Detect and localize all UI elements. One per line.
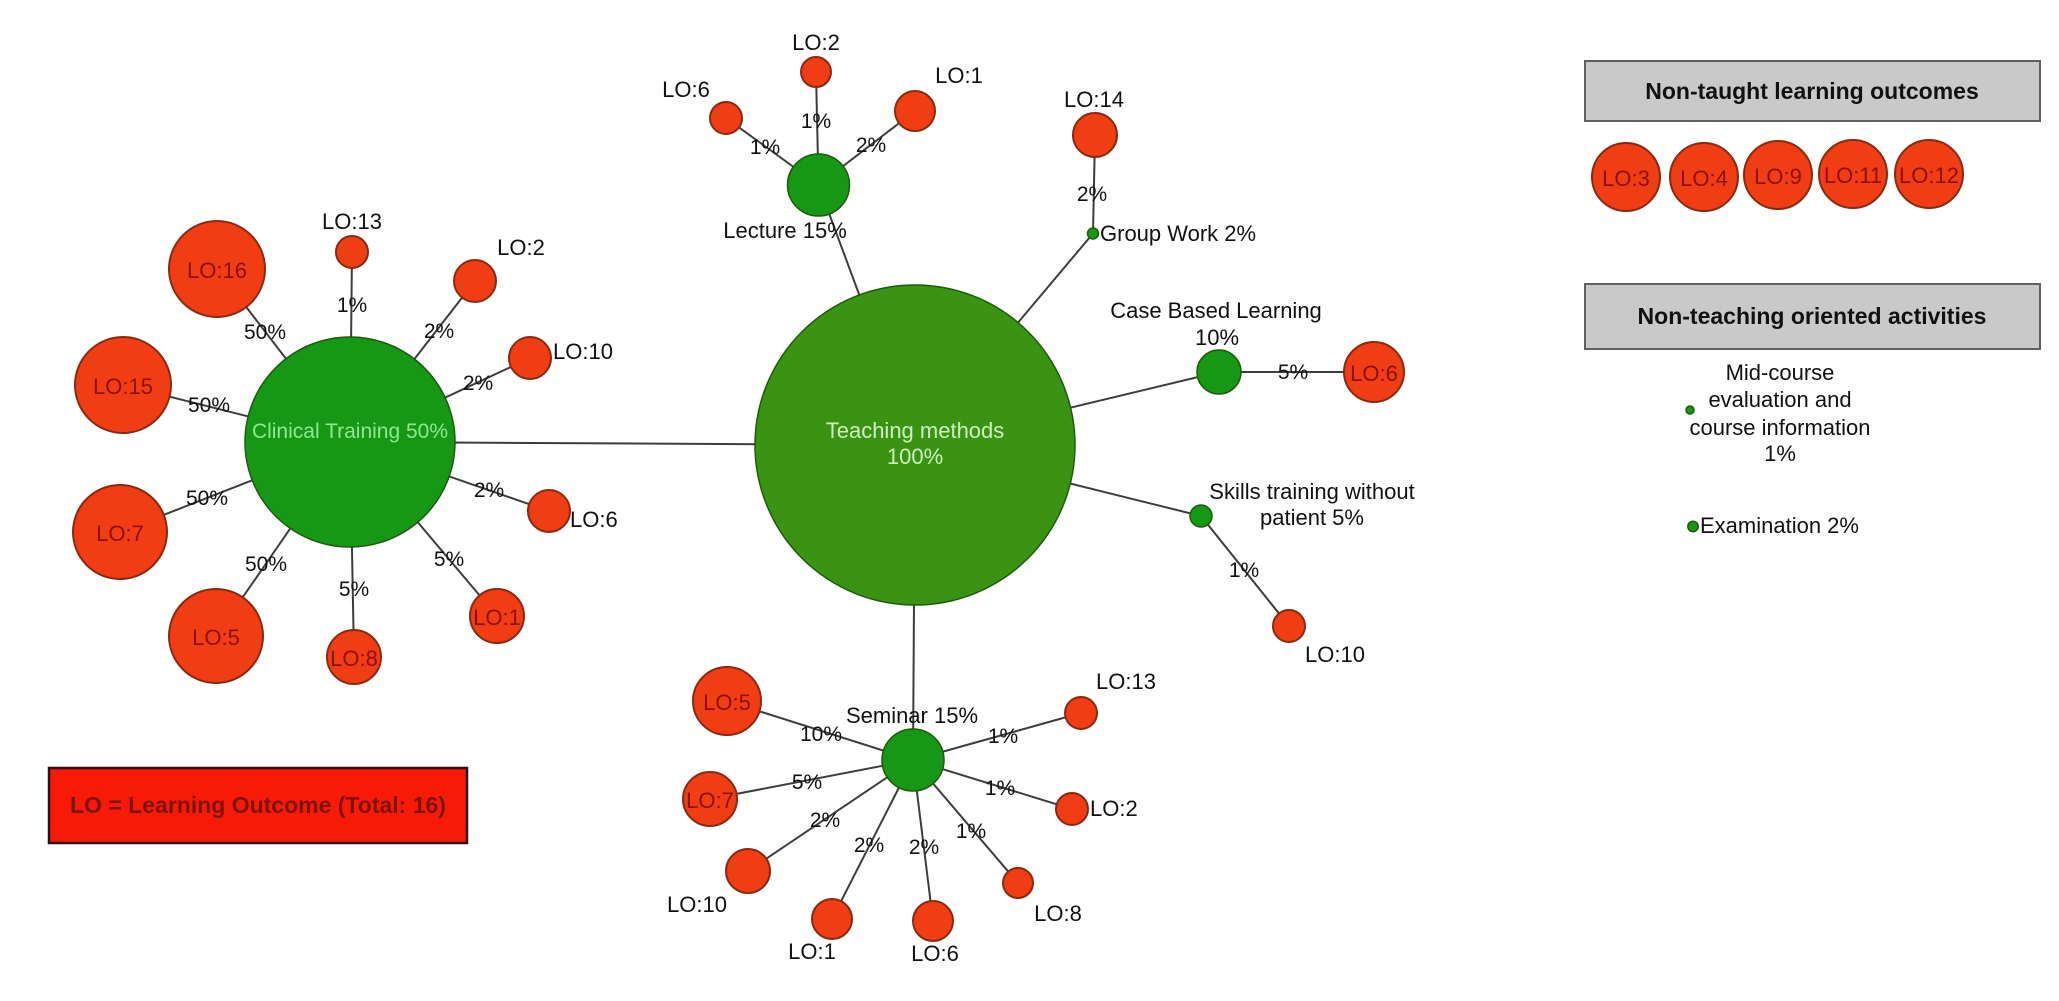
svg-text:Case Based Learning: Case Based Learning <box>1110 298 1322 323</box>
svg-text:evaluation and: evaluation and <box>1708 387 1851 412</box>
svg-text:50%: 50% <box>186 487 228 510</box>
svg-text:5%: 5% <box>339 578 369 601</box>
svg-text:LO:9: LO:9 <box>1754 164 1802 189</box>
svg-text:5%: 5% <box>434 548 464 571</box>
svg-text:2%: 2% <box>854 834 884 857</box>
svg-text:1%: 1% <box>801 110 831 133</box>
svg-text:Examination 2%: Examination 2% <box>1700 513 1859 538</box>
svg-text:LO:1: LO:1 <box>935 63 983 88</box>
svg-text:LO:12: LO:12 <box>1899 163 1959 188</box>
svg-text:LO:6: LO:6 <box>662 77 710 102</box>
svg-text:LO:2: LO:2 <box>792 30 840 55</box>
svg-text:LO:11: LO:11 <box>1824 163 1882 188</box>
svg-text:LO:13: LO:13 <box>1096 669 1156 694</box>
svg-text:LO:3: LO:3 <box>1602 166 1650 191</box>
svg-text:Mid-course: Mid-course <box>1726 360 1835 385</box>
svg-text:Skills training without: Skills training without <box>1209 479 1414 504</box>
svg-text:10%: 10% <box>1195 325 1239 350</box>
svg-text:Teaching methods: Teaching methods <box>826 418 1005 443</box>
svg-text:2%: 2% <box>1077 183 1107 206</box>
svg-text:1%: 1% <box>1764 441 1796 466</box>
svg-text:LO:1: LO:1 <box>473 605 521 630</box>
svg-text:2%: 2% <box>424 320 454 343</box>
svg-text:LO:14: LO:14 <box>1064 87 1124 112</box>
svg-text:50%: 50% <box>244 321 286 344</box>
svg-text:5%: 5% <box>1278 361 1308 384</box>
svg-text:1%: 1% <box>956 820 986 843</box>
svg-text:10%: 10% <box>800 723 842 746</box>
svg-text:50%: 50% <box>188 394 230 417</box>
svg-text:LO:10: LO:10 <box>667 892 727 917</box>
svg-text:LO:1: LO:1 <box>788 939 836 964</box>
svg-text:course information: course information <box>1690 415 1871 440</box>
svg-text:LO:13: LO:13 <box>322 209 382 234</box>
svg-text:1%: 1% <box>1229 559 1259 582</box>
svg-text:Non-taught learning outcomes: Non-taught learning outcomes <box>1645 78 1979 104</box>
svg-text:LO:6: LO:6 <box>911 941 959 966</box>
svg-text:1%: 1% <box>988 725 1018 748</box>
svg-text:1%: 1% <box>337 294 367 317</box>
svg-text:LO:4: LO:4 <box>1680 166 1728 191</box>
svg-text:2%: 2% <box>909 836 939 859</box>
svg-text:2%: 2% <box>474 479 504 502</box>
svg-text:2%: 2% <box>856 134 886 157</box>
svg-text:Non-teaching oriented activiti: Non-teaching oriented activities <box>1638 303 1987 329</box>
svg-text:Group Work 2%: Group Work 2% <box>1100 221 1256 246</box>
svg-text:2%: 2% <box>810 809 840 832</box>
svg-text:LO:5: LO:5 <box>192 625 240 650</box>
svg-text:5%: 5% <box>792 771 822 794</box>
svg-text:LO:16: LO:16 <box>187 258 247 283</box>
svg-text:LO:7: LO:7 <box>686 788 734 813</box>
svg-text:LO:6: LO:6 <box>570 507 618 532</box>
svg-text:LO:2: LO:2 <box>1090 796 1138 821</box>
svg-text:LO:8: LO:8 <box>1034 901 1082 926</box>
svg-text:2%: 2% <box>463 372 493 395</box>
svg-text:LO:10: LO:10 <box>553 339 613 364</box>
svg-text:LO:2: LO:2 <box>497 235 545 260</box>
svg-text:LO:7: LO:7 <box>96 521 144 546</box>
svg-text:100%: 100% <box>887 444 943 469</box>
svg-text:1%: 1% <box>750 136 780 159</box>
svg-text:patient 5%: patient 5% <box>1260 505 1364 530</box>
svg-text:LO:15: LO:15 <box>93 374 153 399</box>
svg-text:LO = Learning Outcome (Total:: LO = Learning Outcome (Total: 16) <box>70 792 446 818</box>
svg-text:Clinical Training 50%: Clinical Training 50% <box>252 420 448 443</box>
svg-text:Seminar 15%: Seminar 15% <box>846 703 978 728</box>
svg-text:50%: 50% <box>245 553 287 576</box>
svg-text:LO:10: LO:10 <box>1305 642 1365 667</box>
svg-text:LO:5: LO:5 <box>703 690 751 715</box>
svg-text:Lecture 15%: Lecture 15% <box>723 218 847 243</box>
svg-text:1%: 1% <box>985 777 1015 800</box>
svg-text:LO:8: LO:8 <box>330 646 378 671</box>
svg-text:LO:6: LO:6 <box>1350 361 1398 386</box>
